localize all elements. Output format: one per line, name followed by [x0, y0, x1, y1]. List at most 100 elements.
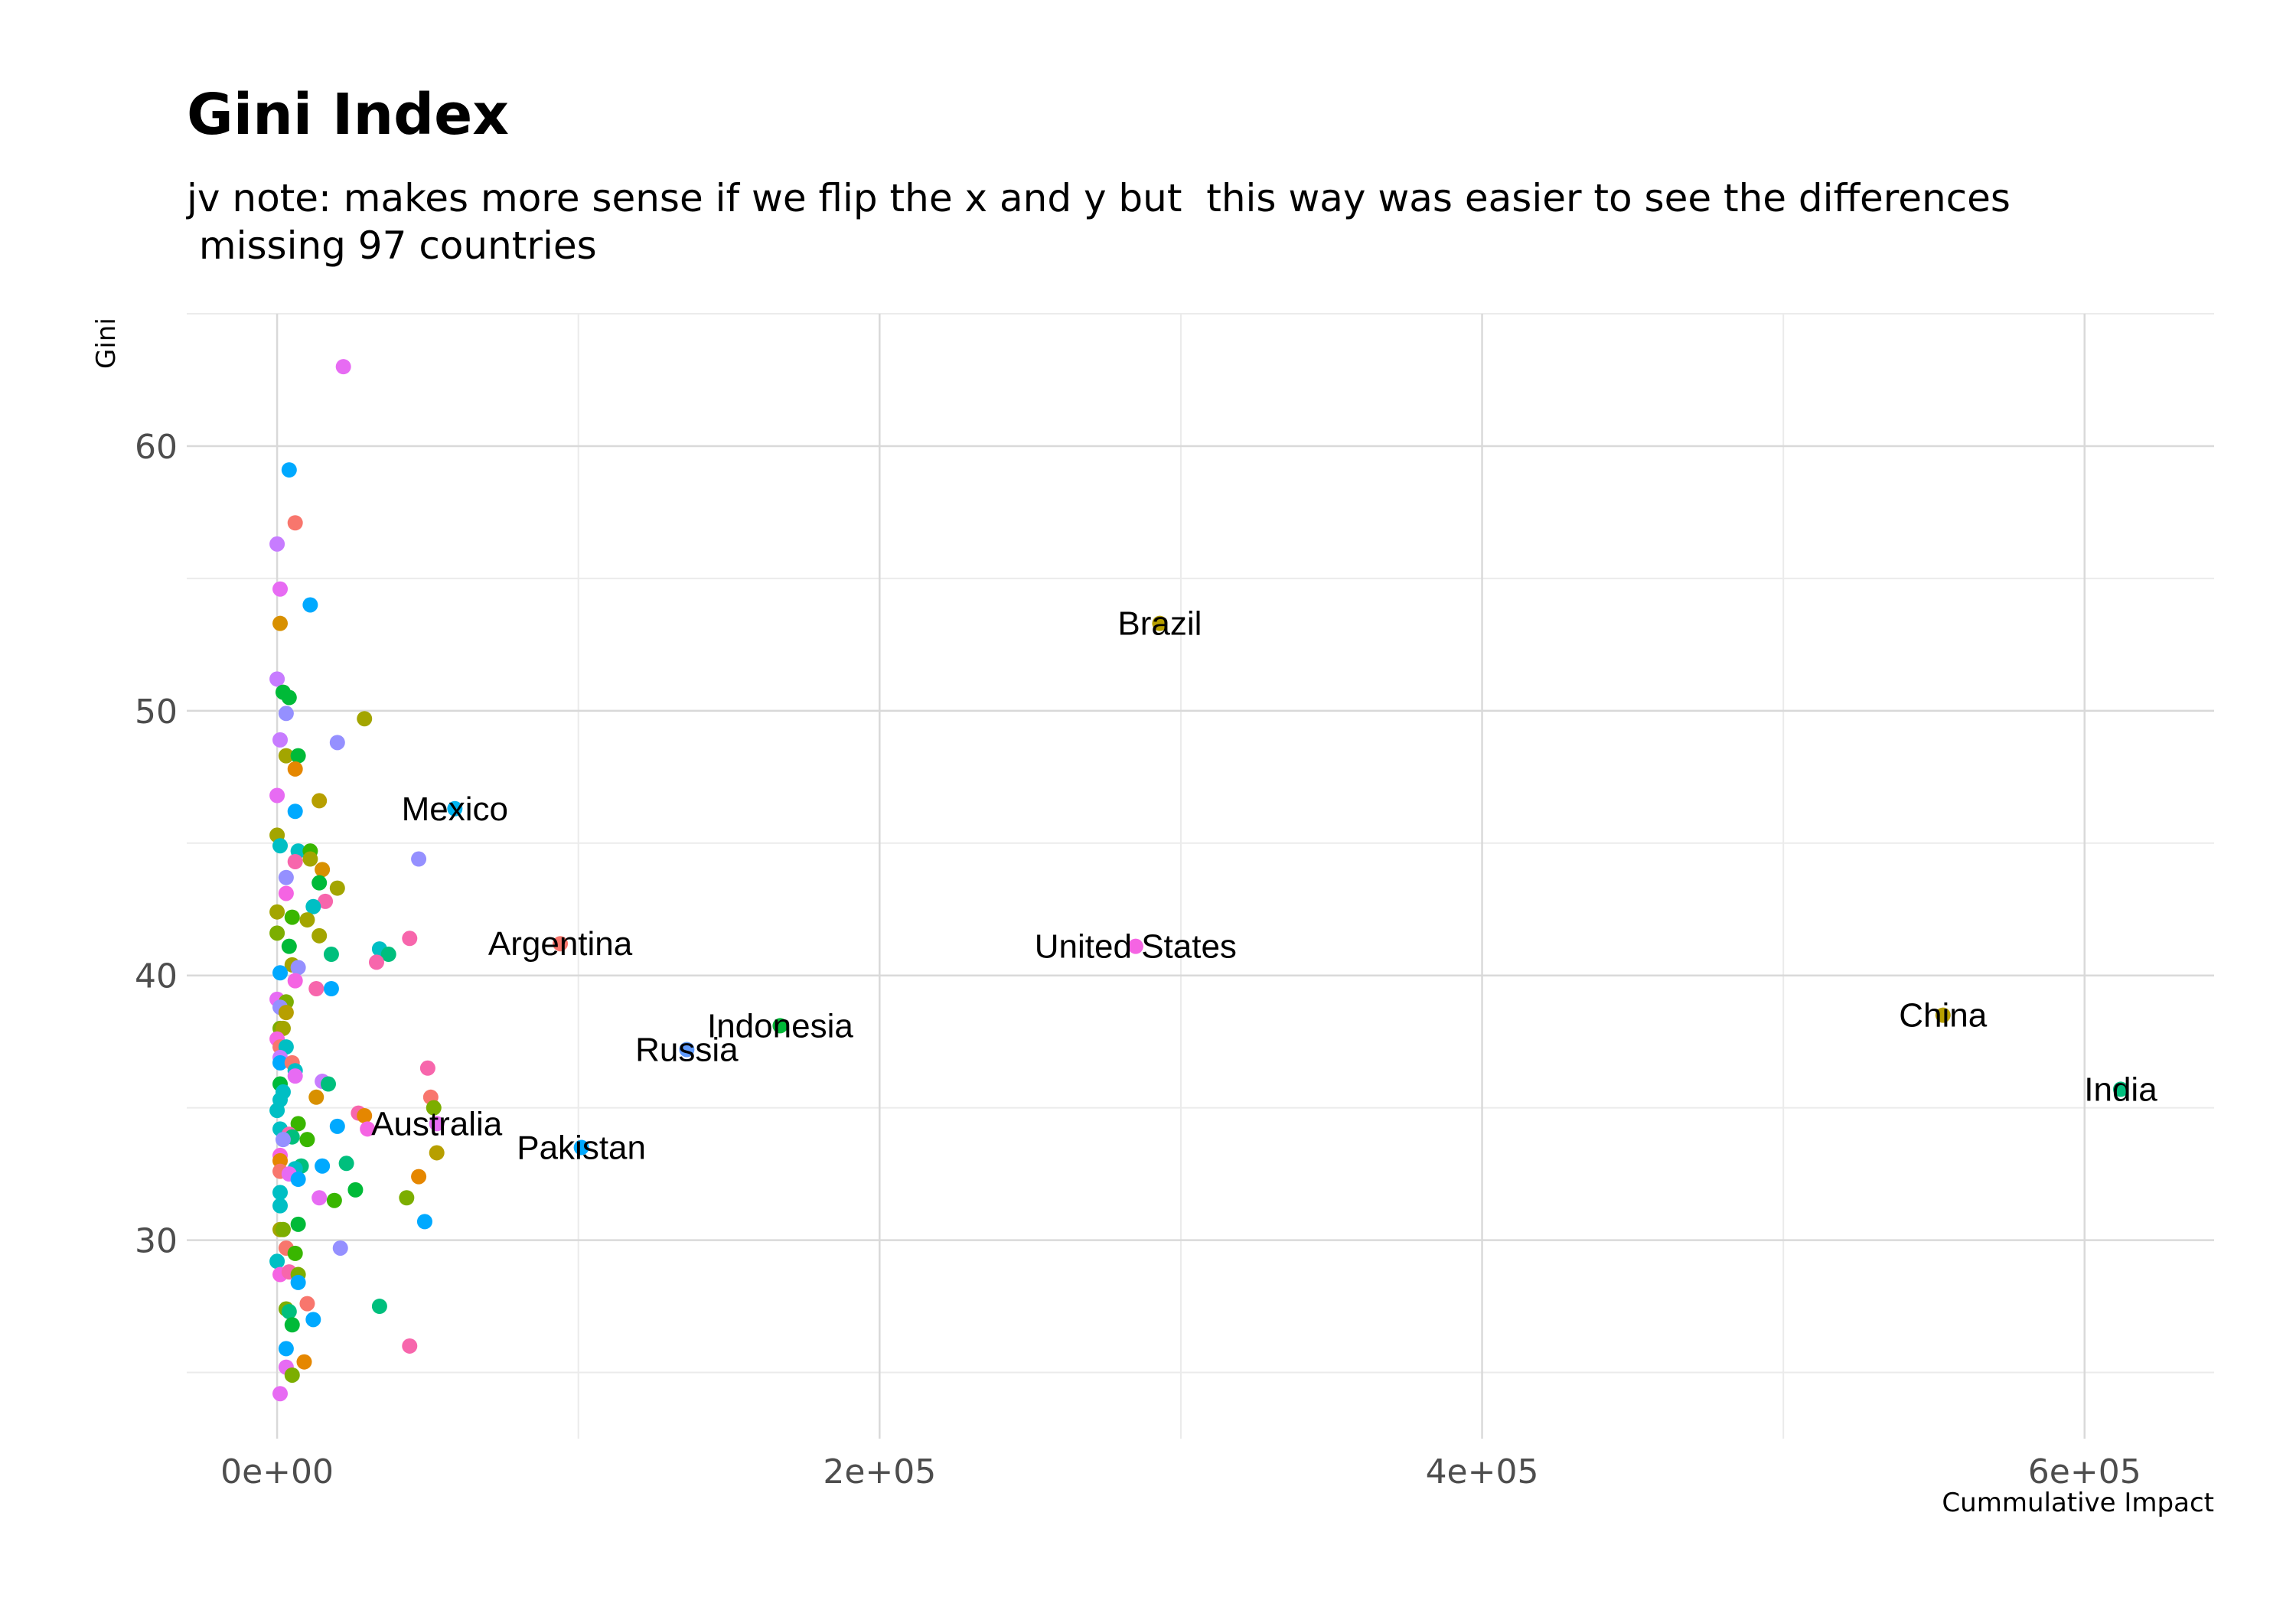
chart-subtitle: jv note: makes more sense if we flip the…: [187, 174, 2011, 269]
data-point: [320, 1076, 336, 1092]
data-point: [338, 1156, 354, 1172]
data-point: [308, 1089, 325, 1105]
data-point: [281, 1303, 297, 1319]
data-point: [311, 1190, 328, 1206]
country-label: Mexico: [402, 790, 508, 828]
country-label: United States: [1035, 928, 1237, 966]
data-point: [299, 1296, 315, 1312]
x-tick-label: 0e+00: [220, 1452, 334, 1491]
data-point: [287, 1068, 303, 1084]
data-point: [278, 706, 294, 722]
country-label: Russia: [635, 1032, 739, 1069]
data-point: [278, 748, 294, 764]
chart-title: Gini Index: [187, 82, 510, 148]
x-tick-label: 6e+05: [2028, 1452, 2141, 1491]
data-point: [278, 1005, 294, 1021]
data-point: [318, 893, 334, 909]
data-point: [323, 947, 339, 963]
data-point: [402, 931, 418, 947]
data-point: [311, 793, 328, 809]
data-point: [269, 787, 285, 804]
data-point-labeled: [1935, 1007, 1951, 1023]
data-point: [275, 1132, 291, 1148]
data-point: [272, 1198, 289, 1214]
data-point-labeled: [1127, 938, 1143, 954]
data-point: [269, 1253, 285, 1270]
data-point-labeled: [2112, 1081, 2128, 1097]
data-point: [290, 1274, 306, 1290]
data-point: [329, 1118, 345, 1134]
data-point: [287, 804, 303, 820]
y-tick-label: 40: [135, 957, 178, 996]
data-point: [305, 1312, 321, 1328]
data-point: [272, 732, 289, 748]
data-point: [332, 1240, 348, 1256]
x-tick-label: 2e+05: [823, 1452, 936, 1491]
subtitle-line-1: jv note: makes more sense if we flip the…: [187, 176, 2011, 220]
x-tick-label: 4e+05: [1426, 1452, 1539, 1491]
data-point: [284, 1317, 300, 1333]
data-point: [269, 1103, 285, 1119]
data-point: [281, 462, 297, 478]
data-point: [360, 1121, 376, 1137]
country-label: Argentina: [488, 925, 633, 963]
data-point: [296, 1354, 312, 1370]
data-point: [305, 898, 321, 914]
country-label: Brazil: [1117, 605, 1202, 643]
data-point: [347, 1182, 364, 1198]
data-point-labeled: [429, 1116, 445, 1132]
country-label: Indonesia: [707, 1007, 853, 1045]
subtitle-line-2: missing 97 countries: [187, 223, 597, 268]
x-axis-title: Cummulative Impact: [1942, 1488, 2214, 1518]
data-point: [269, 904, 285, 920]
data-point: [329, 735, 345, 751]
data-point: [272, 1386, 289, 1402]
data-point-labeled: [553, 936, 569, 952]
data-point: [272, 838, 289, 854]
data-point: [302, 851, 318, 867]
data-point-labeled: [447, 800, 463, 817]
data-point: [335, 359, 351, 375]
data-point: [302, 597, 318, 613]
data-point-labeled: [772, 1018, 788, 1034]
gridlines: [187, 313, 2214, 1439]
data-point: [287, 973, 303, 989]
data-point: [311, 927, 328, 944]
data-point-labeled: [573, 1139, 589, 1156]
data-point: [278, 885, 294, 901]
data-point: [272, 615, 289, 631]
y-tick-label: 30: [135, 1222, 178, 1261]
data-point: [284, 1367, 300, 1383]
data-point: [290, 748, 306, 764]
y-axis-title: Gini: [91, 318, 122, 369]
data-point: [416, 1214, 432, 1230]
data-point: [275, 1221, 291, 1237]
data-point: [269, 671, 285, 687]
data-point: [281, 689, 297, 706]
data-point: [272, 1152, 289, 1169]
tick-labels: 0e+00 2e+05 4e+05 6e+05 30 40 50 60: [135, 428, 2141, 1491]
data-point: [329, 880, 345, 896]
data-point: [272, 1185, 289, 1201]
data-point: [278, 869, 294, 885]
country-label: Pakistan: [517, 1129, 646, 1167]
data-point: [411, 851, 427, 867]
data-point: [429, 1145, 445, 1161]
data-point: [402, 1338, 418, 1354]
data-point: [269, 925, 285, 941]
data-point: [323, 981, 339, 996]
data-point: [357, 1108, 373, 1124]
data-point-labeled: [1152, 615, 1168, 631]
country-label: China: [1899, 997, 1987, 1035]
y-tick-label: 60: [135, 428, 178, 467]
data-point: [272, 1054, 289, 1071]
data-point: [272, 581, 289, 597]
data-point: [299, 1132, 315, 1148]
data-point: [290, 1172, 306, 1188]
data-point: [290, 1116, 306, 1132]
data-point: [368, 954, 384, 970]
data-point: [287, 1245, 303, 1261]
data-point: [284, 909, 300, 925]
data-point: [290, 1216, 306, 1232]
